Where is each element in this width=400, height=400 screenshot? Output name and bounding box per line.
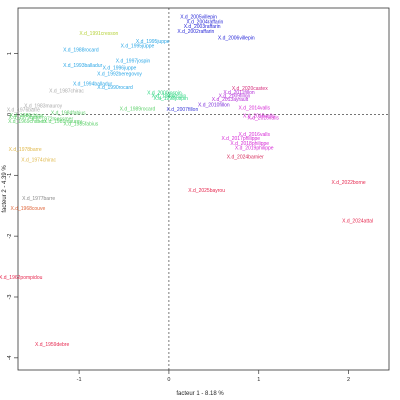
- y-tick-label: -1: [7, 173, 13, 178]
- point-label: X.d_2024barnier: [227, 154, 264, 160]
- y-axis-label: facteur 2 - 4.39 %: [2, 165, 8, 213]
- point-label: X.d_1983mauroy: [24, 103, 63, 109]
- point-label: X.d_1985fabius: [63, 122, 98, 128]
- point-label: X.d_1984fabius: [51, 111, 86, 117]
- point-label: X.d_1979barre: [9, 115, 42, 121]
- x-tick-label: 1: [257, 377, 260, 383]
- point-label: X.d_1974chirac: [21, 157, 56, 163]
- x-tick-label: -1: [77, 377, 82, 383]
- data-points: X.d_2005villepinX.d_2004raffarinX.d_2003…: [0, 14, 373, 347]
- point-label: X.d_1969chaban: [8, 119, 46, 125]
- point-label: X.d_1994balladur: [73, 81, 113, 87]
- point-label: X.d_1995juppe: [121, 44, 155, 50]
- point-label: X.d_1978barre: [9, 147, 42, 153]
- x-tick-label: 2: [347, 377, 350, 383]
- point-label: X.d_1999jospin: [152, 94, 187, 100]
- point-label: X.d_1998jospin: [153, 96, 188, 102]
- point-label: X.d_1997jospin: [116, 58, 151, 64]
- axis-ticks: -1 0 1 2 1 0 -1 -2 -3 -4: [7, 52, 350, 383]
- point-label: X.d_1968couve: [10, 206, 45, 212]
- point-label: X.d_2003raffarin: [184, 24, 221, 30]
- point-label: X.d_2009fillon: [219, 94, 251, 100]
- y-tick-label: -4: [7, 355, 13, 360]
- point-label: X.d_2013ayrault: [212, 97, 249, 103]
- point-label: X.d_2019philippe: [235, 145, 274, 151]
- point-label: X.d_1989rocard: [120, 106, 156, 112]
- point-label: X.d_1962pompidou: [0, 275, 43, 281]
- point-label: X.d_1981mauroy: [44, 119, 83, 125]
- point-label: X.d_2014valls: [239, 106, 271, 112]
- point-label: X.d_1988rocard: [63, 47, 99, 53]
- point-label: X.d_2018philippe: [230, 141, 269, 147]
- point-label: X.d_2025bayrou: [188, 188, 225, 194]
- point-label: X.d_2007fillon: [167, 107, 199, 113]
- y-tick-label: 1: [7, 52, 13, 55]
- point-label: X.d_1972messmer: [31, 117, 73, 123]
- x-axis-label: facteur 1 - 8.18 %: [176, 391, 224, 397]
- point-label: X.d_2022borne: [331, 180, 365, 186]
- point-label: X.d_1987chirac: [49, 89, 84, 95]
- y-tick-label: 0: [7, 113, 13, 116]
- point-label: X.d_2006villepin: [218, 36, 255, 42]
- point-label: X.d_2024attal: [342, 218, 373, 224]
- point-label: X.d_2004raffarin: [186, 19, 223, 25]
- point-label: X.d_1976barre: [7, 108, 40, 114]
- point-label: X.d_1977barre: [22, 196, 55, 202]
- point-label: X.d_2017philippe: [221, 136, 260, 142]
- y-tick-label: -3: [7, 295, 13, 300]
- point-label: X.d_2002raffarin: [177, 29, 214, 35]
- point-label: X.d_2011fillon: [223, 90, 255, 96]
- point-label: X.d_1992beregovoy: [97, 72, 142, 78]
- point-label: X.d_2016valls: [248, 115, 280, 121]
- x-tick-label: 0: [167, 377, 170, 383]
- point-label: X.d_2000jospin: [147, 91, 182, 97]
- plot-frame: [17, 7, 390, 371]
- point-label: X.d_2010fillon: [198, 103, 230, 109]
- y-tick-label: -2: [7, 234, 13, 239]
- point-label: X.d_1991cresson: [79, 31, 118, 37]
- reference-lines: [18, 8, 389, 370]
- point-label: X.d_1959debre: [35, 342, 69, 348]
- point-label: X.d_1990rocard: [97, 85, 133, 91]
- point-label: X.d_2016valls: [239, 132, 271, 138]
- point-label: X.d_1993balladur: [63, 63, 103, 69]
- point-label: X.d_2005villepin: [180, 14, 217, 20]
- point-label: X.d_1996juppe: [103, 66, 137, 72]
- point-label: X.d_2015valls: [243, 114, 275, 120]
- point-label: X.d_1995juppe: [136, 39, 170, 45]
- point-label: X.d_2020castex: [232, 86, 268, 92]
- point-label: X.d_1986chirac: [10, 113, 45, 119]
